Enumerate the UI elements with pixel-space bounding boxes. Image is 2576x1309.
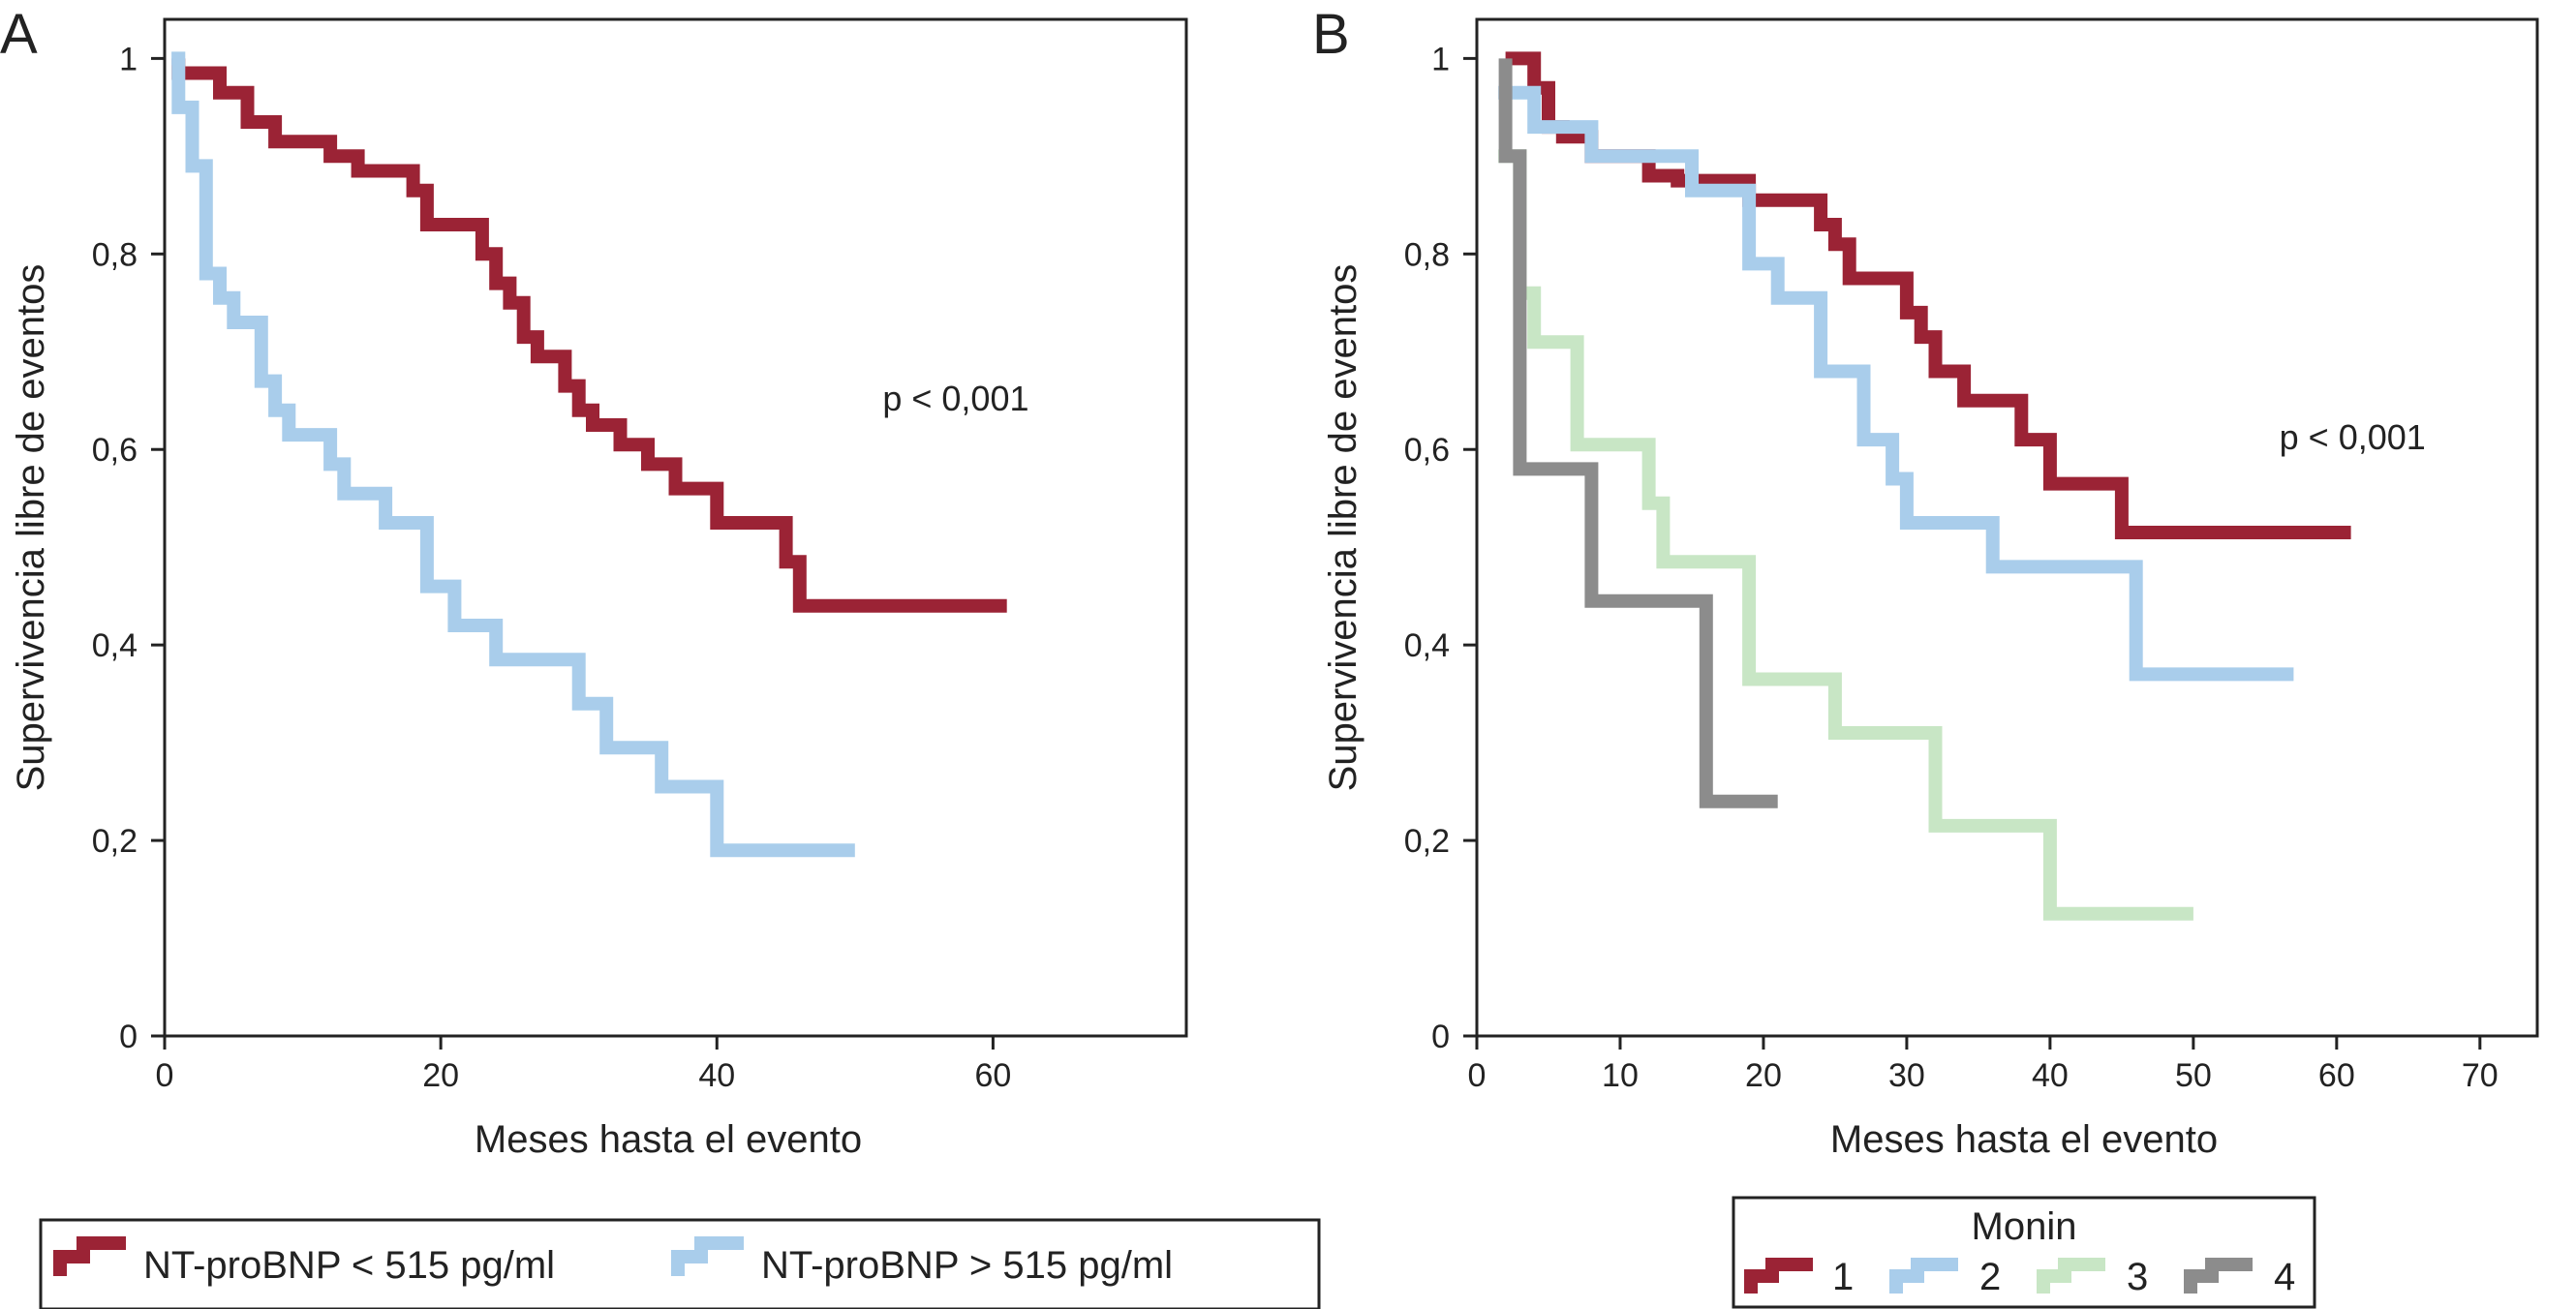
panel-b-legend-title: Monin	[1972, 1205, 2077, 1248]
panel-a-x-axis-label: Meses hasta el evento	[475, 1118, 862, 1161]
panel-b-xtick-label: 40	[2032, 1057, 2069, 1094]
panel-a-legend-label-low: NT-proBNP < 515 pg/ml	[143, 1244, 555, 1287]
panel-b-y-axis-label: Supervivencia libre de eventos	[1322, 264, 1365, 792]
panel-b-legend-swatch-4	[2184, 1258, 2253, 1294]
panel-b-legend-label-2: 2	[1979, 1256, 2001, 1298]
panel-b-legend-label-1: 1	[1832, 1256, 1854, 1298]
panel-b-ytick-label: 0,4	[1404, 627, 1450, 664]
panel-b-legend-swatch-2	[1889, 1258, 1958, 1294]
panel-b-xtick-label: 0	[1468, 1057, 1487, 1094]
panel-a-ytick-label: 0,8	[92, 236, 138, 273]
panel-a-y-ticks: 0 0,2 0,4 0,6 0,8 1	[92, 41, 165, 1055]
panel-a-legend-swatch-low	[53, 1236, 126, 1276]
panel-a-ytick-label: 0,6	[92, 432, 138, 469]
panel-a-x-ticks: 0 20 40 60	[156, 1036, 1011, 1094]
panel-b-legend-swatch-3	[2037, 1258, 2105, 1294]
panel-a-legend: NT-proBNP < 515 pg/ml NT-proBNP > 515 pg…	[39, 1218, 1321, 1309]
panel-a-series-low-ntprobnp-curve	[171, 58, 1007, 613]
panel-b-plot-frame	[1475, 17, 2539, 1038]
panel-b-legend-box	[1732, 1196, 2316, 1309]
panel-a-y-axis-label: Supervivencia libre de eventos	[10, 264, 52, 792]
panel-a-plot-frame	[163, 17, 1188, 1038]
panel-b-ytick-label: 0,6	[1404, 432, 1450, 469]
panel-b-p-value: p < 0,001	[2280, 417, 2426, 457]
panel-a-ytick-label: 0,4	[92, 627, 138, 664]
panel-a-series-high-ntprobnp-curve	[171, 51, 855, 858]
panel-b-x-ticks: 0 10 20 30 40 50 60 70	[1468, 1036, 2499, 1094]
panel-b-xtick-label: 50	[2175, 1057, 2212, 1094]
panel-a-legend-swatch-high	[671, 1236, 744, 1276]
panel-b-series-1-curve	[1505, 51, 2351, 539]
panel-a-ytick-label: 1	[119, 41, 138, 77]
panel-b-x-axis-label: Meses hasta el evento	[1830, 1118, 2218, 1161]
panel-b-ytick-label: 0	[1431, 1019, 1450, 1055]
panel-b-ytick-label: 1	[1431, 41, 1450, 77]
panel-b-xtick-label: 20	[1745, 1057, 1782, 1094]
panel-b-letter: B	[1312, 3, 1350, 66]
panel-b-ytick-label: 0,2	[1404, 823, 1450, 860]
panel-b-ytick-label: 0,8	[1404, 236, 1450, 273]
panel-b-legend-swatch-1	[1744, 1258, 1813, 1294]
panel-a-xtick-label: 40	[698, 1057, 735, 1094]
panel-b-series-3-curve	[1498, 149, 2193, 921]
panel-a-letter: A	[0, 3, 38, 66]
panel-b: B Supervivencia libre de eventos Meses h…	[1312, 3, 2539, 1309]
panel-b-legend-label-4: 4	[2274, 1256, 2295, 1298]
panel-a-xtick-label: 60	[974, 1057, 1011, 1094]
panel-a-xtick-label: 0	[156, 1057, 174, 1094]
panel-a-xtick-label: 20	[422, 1057, 459, 1094]
panel-b-series-4-curve	[1498, 58, 1778, 808]
panel-a-legend-label-high: NT-proBNP > 515 pg/ml	[761, 1244, 1173, 1287]
panel-b-legend-label-3: 3	[2127, 1256, 2148, 1298]
panel-b-series-2-curve	[1498, 85, 2294, 682]
panel-a: A Supervivencia libre de eventos Meses h…	[0, 3, 1321, 1309]
panel-b-y-ticks: 0 0,2 0,4 0,6 0,8 1	[1404, 41, 1477, 1055]
panel-b-xtick-label: 30	[1888, 1057, 1925, 1094]
panel-a-p-value: p < 0,001	[882, 379, 1028, 418]
panel-b-legend: Monin 1 2 3 4	[1732, 1196, 2316, 1309]
panel-b-xtick-label: 60	[2318, 1057, 2355, 1094]
panel-a-ytick-label: 0,2	[92, 823, 138, 860]
panel-b-xtick-label: 70	[2462, 1057, 2499, 1094]
panel-b-xtick-label: 10	[1602, 1057, 1639, 1094]
panel-a-ytick-label: 0	[119, 1019, 138, 1055]
